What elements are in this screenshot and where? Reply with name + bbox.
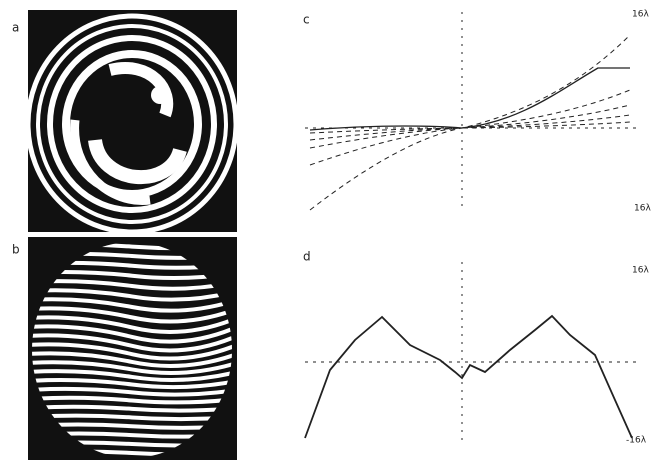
curve [310,35,630,210]
interferogram-a [28,10,237,232]
panel-label: b [12,243,20,257]
curve [305,316,632,438]
panel-label: a [12,21,19,35]
fringe [151,86,169,104]
interferogram-b [28,237,237,460]
plot-c [305,12,640,212]
page: a b c d 16λ 16λ 16λ -16λ (() => { const … [0,0,654,464]
annotation: -16λ [626,436,647,446]
annotation: 16λ [632,266,649,276]
panel-label: c [303,13,310,27]
annotation: 16λ [634,204,651,214]
figure: a b c d 16λ 16λ 16λ -16λ [0,0,654,464]
plot-d [305,262,640,445]
annotation: 16λ [632,10,649,20]
panel-label: d [303,250,311,264]
